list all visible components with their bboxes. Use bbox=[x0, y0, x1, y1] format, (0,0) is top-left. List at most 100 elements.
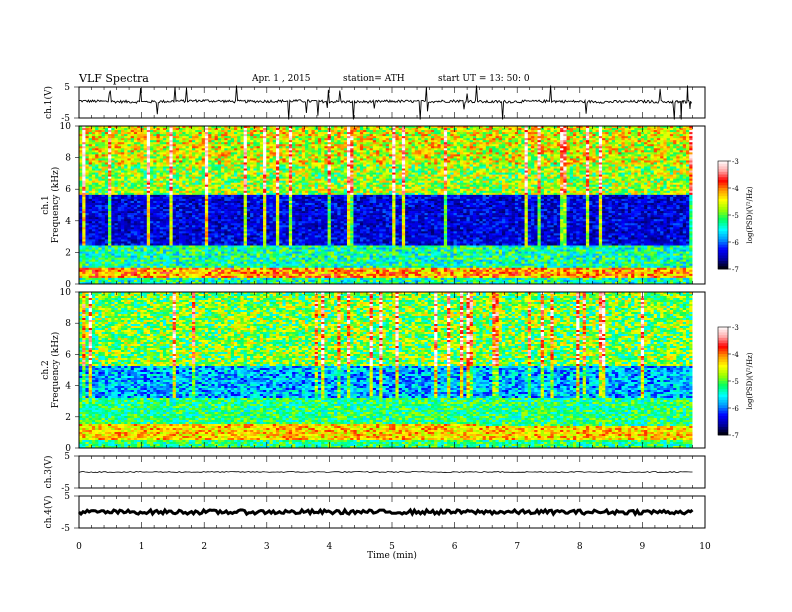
spectrogram-cell bbox=[162, 166, 167, 169]
spectrogram-cell bbox=[537, 158, 542, 161]
spectrogram-cell bbox=[91, 138, 96, 141]
spectrogram-cell bbox=[250, 144, 254, 147]
spectrogram-cell bbox=[146, 136, 151, 139]
spectrogram-cell bbox=[85, 126, 89, 129]
spectrogram-cell bbox=[385, 144, 390, 147]
spectrogram-cell bbox=[343, 130, 348, 133]
spectrogram-cell bbox=[450, 156, 454, 159]
spectrogram-cell bbox=[398, 158, 403, 161]
spectrogram-cell bbox=[188, 132, 193, 135]
spectrogram-cell bbox=[91, 140, 96, 143]
spectrogram-cell bbox=[411, 146, 416, 149]
spectrogram-cell bbox=[592, 138, 596, 141]
spectrogram-cell bbox=[350, 140, 354, 143]
spectrogram-cell bbox=[237, 172, 241, 175]
spectrogram-cell bbox=[595, 174, 600, 177]
spectrogram-cell bbox=[217, 160, 222, 163]
spectrogram-cell bbox=[656, 170, 661, 173]
spectrogram-cell bbox=[540, 132, 545, 135]
spectrogram-cell bbox=[227, 172, 232, 175]
spectrogram-cell bbox=[298, 134, 303, 137]
spectrogram-cell bbox=[450, 130, 454, 133]
spectrogram-cell bbox=[585, 140, 590, 143]
spectrogram-cell bbox=[418, 176, 422, 179]
spectrogram-cell bbox=[82, 152, 86, 155]
spectrogram-cell bbox=[576, 162, 580, 165]
spectrogram-cell bbox=[369, 172, 374, 175]
spectrogram-cell bbox=[414, 162, 419, 165]
spectrogram-cell bbox=[85, 170, 89, 173]
spectrogram-cell bbox=[169, 164, 173, 167]
spectrogram-cell bbox=[453, 140, 458, 143]
spectrogram-cell bbox=[101, 154, 106, 157]
spectrogram-cell bbox=[288, 146, 293, 149]
spectrogram-cell bbox=[414, 152, 419, 155]
ch1-spectrogram-image bbox=[79, 126, 693, 285]
spectrogram-cell bbox=[405, 176, 409, 179]
spectrogram-cell bbox=[595, 134, 600, 137]
spectrogram-cell bbox=[324, 148, 328, 151]
spectrogram-cell bbox=[269, 134, 274, 137]
spectrogram-cell bbox=[379, 144, 383, 147]
spectrogram-cell bbox=[91, 168, 96, 171]
spectrogram-cell bbox=[363, 140, 367, 143]
spectrogram-cell bbox=[408, 174, 412, 177]
spectrogram-cell bbox=[656, 160, 661, 163]
spectrogram-cell bbox=[127, 168, 131, 171]
spectrogram-cell bbox=[447, 158, 451, 161]
spectrogram-cell bbox=[573, 126, 577, 129]
spectrogram-cell bbox=[275, 158, 280, 161]
spectrogram-cell bbox=[334, 164, 338, 167]
spectrogram-cell bbox=[227, 150, 232, 153]
spectrogram-cell bbox=[556, 168, 561, 171]
spectrogram-cell bbox=[566, 150, 571, 153]
spectrogram-cell bbox=[308, 154, 312, 157]
spectrogram-cell bbox=[540, 136, 545, 139]
spectrogram-cell bbox=[385, 140, 390, 143]
spectrogram-cell bbox=[450, 126, 454, 129]
spectrogram-cell bbox=[673, 130, 677, 133]
spectrogram-cell bbox=[569, 128, 574, 131]
spectrogram-cell bbox=[447, 174, 451, 177]
spectrogram-cell bbox=[437, 150, 441, 153]
spectrogram-cell bbox=[534, 156, 538, 159]
spectrogram-cell bbox=[566, 132, 571, 135]
spectrogram-cell bbox=[146, 160, 151, 163]
spectrogram-cell bbox=[243, 172, 248, 175]
spectrogram-cell bbox=[644, 138, 648, 141]
spectrogram-cell bbox=[418, 170, 422, 173]
spectrogram-cell bbox=[414, 132, 419, 135]
spectrogram-cell bbox=[398, 126, 403, 129]
spectrogram-cell bbox=[305, 142, 309, 145]
spectrogram-cell bbox=[401, 146, 406, 149]
spectrogram-cell bbox=[401, 168, 406, 171]
spectrogram-cell bbox=[298, 170, 303, 173]
spectrogram-cell bbox=[340, 126, 345, 129]
spectrogram-cell bbox=[476, 128, 480, 131]
spectrogram-cell bbox=[602, 134, 606, 137]
spectrogram-cell bbox=[343, 142, 348, 145]
spectrogram-cell bbox=[85, 130, 89, 133]
spectrogram-cell bbox=[266, 152, 270, 155]
spectrogram-cell bbox=[130, 142, 135, 145]
spectrogram-cell bbox=[498, 152, 503, 155]
spectrogram-cell bbox=[334, 136, 338, 139]
spectrogram-cell bbox=[150, 146, 154, 149]
spectrogram-cell bbox=[159, 164, 164, 167]
spectrogram-cell bbox=[669, 158, 674, 161]
spectrogram-cell bbox=[479, 142, 483, 145]
spectrogram-cell bbox=[521, 130, 525, 133]
spectrogram-cell bbox=[230, 160, 235, 163]
spectrogram-cell bbox=[602, 158, 606, 161]
spectrogram-cell bbox=[405, 162, 409, 165]
spectrogram-cell bbox=[233, 146, 238, 149]
spectrogram-cell bbox=[146, 148, 151, 151]
spectrogram-cell bbox=[376, 152, 380, 155]
spectrogram-cell bbox=[133, 158, 138, 161]
spectrogram-cell bbox=[644, 136, 648, 139]
spectrogram-cell bbox=[104, 150, 109, 153]
spectrogram-cell bbox=[647, 138, 651, 141]
spectrogram-cell bbox=[272, 168, 277, 171]
spectrogram-cell bbox=[353, 156, 357, 159]
spectrogram-cell bbox=[676, 128, 680, 131]
